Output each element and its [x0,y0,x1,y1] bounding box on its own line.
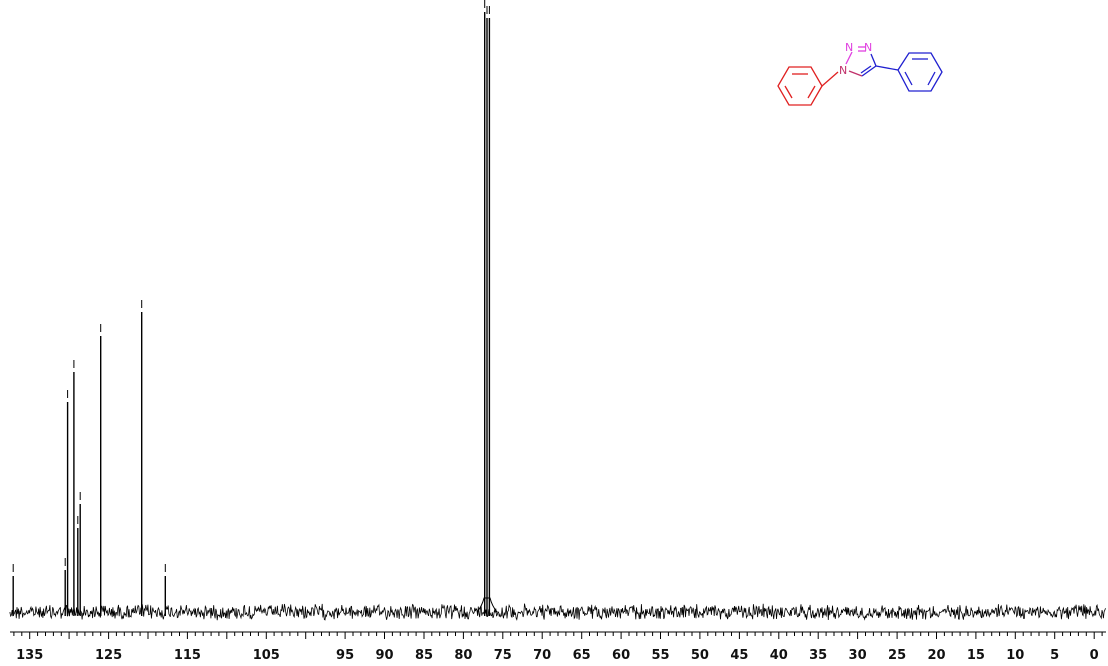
x-tick-label-15: 40 [770,648,788,663]
x-tick-label-12: 55 [651,648,669,663]
x-tick-label-9: 70 [533,648,551,663]
x-tick-label-20: 15 [967,648,985,663]
x-tick-label-7: 80 [454,648,472,663]
triazole-ring [845,46,877,77]
atom-label-n2: N [845,41,853,54]
x-tick-label-3: 105 [253,648,280,663]
baseline-trace [9,603,1106,621]
solvent-peak-shoulder [476,597,498,613]
x-tick-label-1: 125 [95,648,122,663]
peak-markers [12,0,490,572]
x-tick-label-19: 20 [927,648,945,663]
x-tick-label-5: 90 [375,648,393,663]
x-tick-label-6: 85 [415,648,433,663]
x-tick-label-22: 5 [1050,648,1059,663]
x-tick-label-0: 135 [16,648,43,663]
x-tick-label-18: 25 [888,648,906,663]
right-phenyl-ring [875,52,943,92]
x-tick-label-2: 115 [174,648,201,663]
x-tick-label-11: 60 [612,648,630,663]
x-tick-label-23: 0 [1090,648,1099,663]
atom-label-n1: N [839,64,847,77]
atom-label-n3: N [864,41,872,54]
x-tick-label-13: 50 [691,648,709,663]
x-tick-label-14: 45 [730,648,748,663]
x-tick-label-8: 75 [494,648,512,663]
x-tick-label-21: 10 [1006,648,1024,663]
molecule-structure: N N N [777,41,943,106]
x-tick-label-10: 65 [573,648,591,663]
x-tick-label-17: 30 [849,648,867,663]
x-tick-label-4: 95 [336,648,354,663]
baseline-noise [9,603,1106,621]
peaks-layer [12,12,498,616]
x-tick-label-16: 35 [809,648,827,663]
x-axis-ticks: 135 125 115 105 95 90 85 80 75 70 65 60 55 50 45 40 35 30… [13,632,1103,663]
left-phenyl-ring [777,66,839,106]
